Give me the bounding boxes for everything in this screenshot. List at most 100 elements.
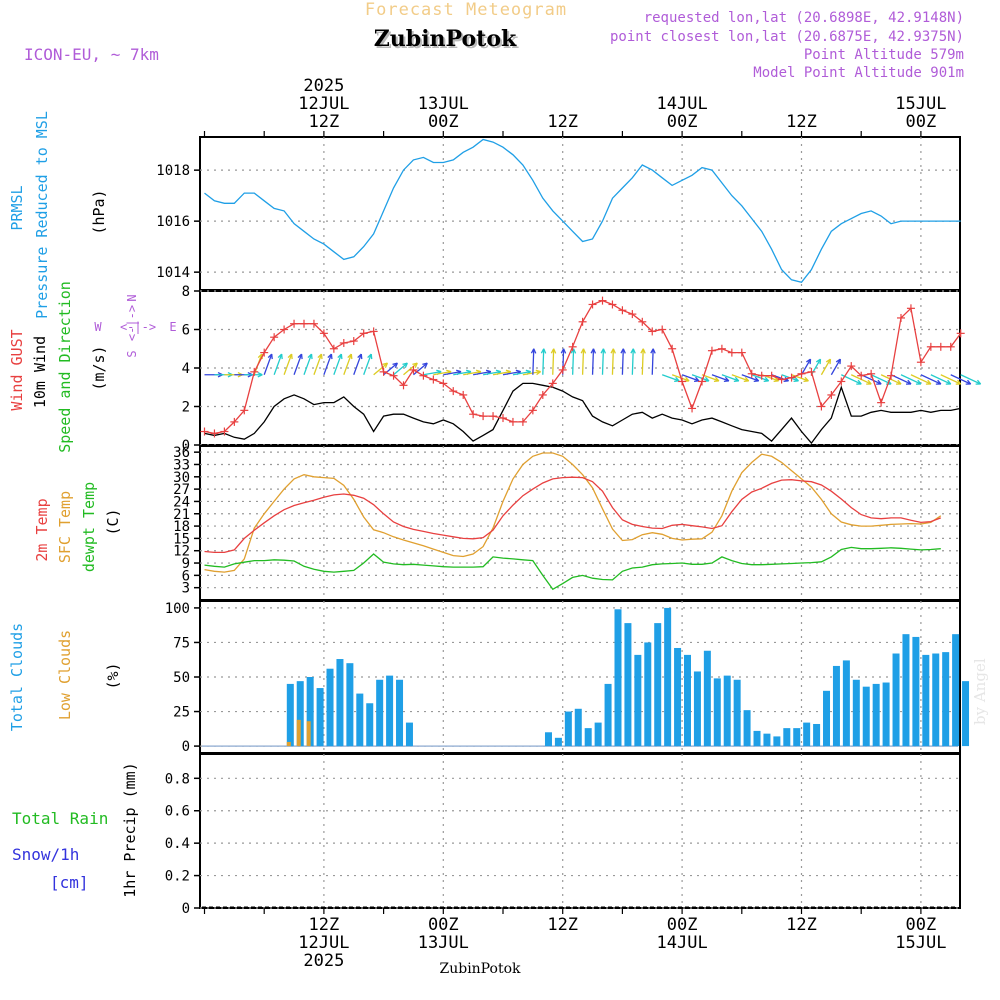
- total-cloud-bar: [654, 623, 662, 747]
- total-cloud-bar: [396, 679, 404, 747]
- wind-tick-label: 2: [182, 400, 190, 416]
- precip-tick-label: 0.6: [165, 804, 190, 820]
- wind-arrow: [273, 353, 283, 375]
- top-time-label: 00Z: [428, 112, 459, 132]
- wind-gust-line-marker: [897, 313, 905, 322]
- compass-east: E: [169, 320, 176, 334]
- wind-gust-line-marker: [916, 358, 925, 367]
- wind-gust-line-marker: [558, 365, 567, 374]
- low-cloud-bar: [296, 719, 301, 747]
- panel-label: 10m Wind: [31, 336, 49, 408]
- wind-gust-line-marker: [688, 404, 697, 413]
- wind-arrow: [711, 374, 730, 383]
- wind-gust-line-marker: [568, 342, 577, 351]
- bottom-time-label: 00Z: [906, 915, 937, 935]
- wind-gust-line-marker: [399, 381, 408, 390]
- total-cloud-bar: [624, 623, 632, 747]
- wind-gust-line-marker: [339, 338, 348, 347]
- wind-arrow: [373, 362, 389, 376]
- panel-label: Wind GUST: [8, 329, 26, 410]
- wind-gust-line-marker: [767, 371, 776, 380]
- total-cloud-bar: [902, 634, 910, 747]
- wind-arrow: [550, 348, 557, 375]
- total-cloud-bar: [614, 609, 622, 747]
- total-cloud-bar: [912, 636, 920, 747]
- total-cloud-bar: [733, 679, 741, 747]
- top-time-label: 00Z: [667, 112, 698, 132]
- wind-arrow: [820, 358, 832, 376]
- wind-arrow: [930, 374, 952, 385]
- wind-arrow: [940, 374, 962, 385]
- total-cloud-bar: [544, 732, 552, 747]
- bottom-time-label: 2025: [303, 951, 344, 971]
- bottom-time-label: 00Z: [667, 915, 698, 935]
- wind-gust-line-marker: [737, 348, 746, 357]
- wind-arrow: [590, 348, 597, 375]
- wind-arrow: [800, 358, 812, 376]
- compass-south: S: [125, 350, 139, 357]
- total-cloud-bar: [296, 681, 304, 747]
- top-time-label: 12Z: [309, 112, 340, 132]
- total-cloud-bar: [892, 653, 900, 747]
- panel-label: Speed and Direction: [56, 281, 74, 453]
- wind-gust-line-marker: [857, 371, 866, 380]
- total-cloud-bar: [832, 665, 840, 747]
- compass-west: W: [94, 320, 102, 334]
- bottom-time-label: 13JUL: [418, 933, 469, 953]
- wind-arrow: [363, 353, 373, 375]
- wind-arrow: [830, 358, 841, 376]
- prmsl-panel: 1014 1016 1018: [156, 131, 961, 291]
- wind-gust-line-marker: [698, 377, 706, 386]
- precip-legend-label: Snow/1h: [12, 845, 79, 864]
- wind-arrow: [910, 374, 932, 385]
- temp-tick-label: 36: [173, 445, 190, 461]
- wind-gust-line-marker: [459, 390, 468, 399]
- wind-gust-line-marker: [319, 329, 328, 338]
- panel-labels: PRMSL Pressure Reduced to MSL (hPa) Wind GU…: [8, 111, 139, 898]
- wind-gust-line-marker: [270, 333, 279, 342]
- top-time-label: 00Z: [906, 112, 937, 132]
- total-cloud-bar: [306, 677, 314, 747]
- wind-arrow: [293, 353, 303, 375]
- wind-arrow: [343, 353, 353, 375]
- wind-gust-line-marker: [260, 348, 269, 357]
- wind-arrow: [701, 374, 720, 383]
- total-cloud-bar: [723, 675, 731, 747]
- wind-arrow: [950, 374, 972, 385]
- total-cloud-bar: [574, 708, 582, 747]
- wind-gust-line-marker: [578, 317, 587, 326]
- compass-north: N: [125, 294, 139, 301]
- clouds-tick-label: 0: [182, 739, 190, 755]
- wind-arrow: [920, 374, 942, 385]
- total-cloud-bar: [564, 711, 572, 747]
- panel-label: (%): [104, 662, 122, 689]
- wind-gust-line-marker: [678, 377, 687, 386]
- temp-tick-label: 3: [182, 581, 190, 597]
- wind-gust-line-marker: [648, 327, 657, 336]
- wind-gust-line-marker: [598, 296, 607, 305]
- wind-y-ticks: 0 2 4 6 8: [182, 284, 190, 454]
- wind-arrow: [900, 374, 922, 385]
- total-cloud-bar: [813, 723, 821, 747]
- total-cloud-bar: [366, 703, 374, 747]
- total-cloud-bar: [644, 642, 652, 747]
- wind-arrow: [403, 362, 418, 376]
- wind-arrow: [263, 353, 273, 375]
- wind-arrow: [620, 348, 626, 375]
- panel-label: 2m Temp: [33, 498, 51, 561]
- total-cloud-bar: [316, 688, 324, 747]
- wind-gust-line-marker: [956, 329, 965, 338]
- wind-arrow: [960, 374, 982, 385]
- wind-gust-line-marker: [548, 379, 557, 388]
- precip-frame: [199, 753, 961, 909]
- wind-gust-line-marker: [300, 319, 308, 328]
- prmsl-line: [204, 138, 961, 284]
- wind-gust-line-marker: [369, 327, 378, 336]
- total-cloud-bar: [932, 653, 940, 747]
- wind-gust-line-marker: [787, 373, 796, 382]
- prmsl-y-ticks: 1014 1016 1018: [156, 163, 190, 281]
- wind-arrow: [303, 353, 313, 375]
- temp-tick-label: 18: [173, 519, 190, 535]
